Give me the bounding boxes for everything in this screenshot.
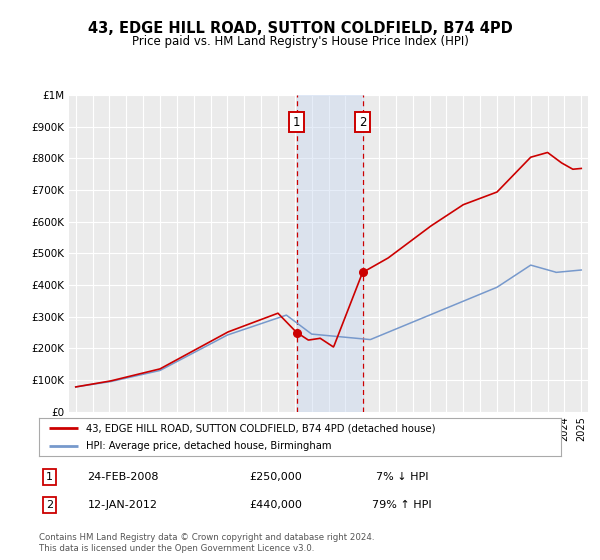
Text: This data is licensed under the Open Government Licence v3.0.: This data is licensed under the Open Gov…: [39, 544, 314, 553]
Text: 1: 1: [46, 472, 53, 482]
Text: 1: 1: [293, 115, 301, 129]
Text: Contains HM Land Registry data © Crown copyright and database right 2024.: Contains HM Land Registry data © Crown c…: [39, 533, 374, 542]
Text: 2: 2: [46, 500, 53, 510]
Text: 24-FEB-2008: 24-FEB-2008: [87, 472, 159, 482]
Text: £250,000: £250,000: [250, 472, 302, 482]
Text: 79% ↑ HPI: 79% ↑ HPI: [372, 500, 432, 510]
Text: Price paid vs. HM Land Registry's House Price Index (HPI): Price paid vs. HM Land Registry's House …: [131, 35, 469, 48]
Text: 43, EDGE HILL ROAD, SUTTON COLDFIELD, B74 4PD: 43, EDGE HILL ROAD, SUTTON COLDFIELD, B7…: [88, 21, 512, 36]
Text: £440,000: £440,000: [250, 500, 302, 510]
Text: 43, EDGE HILL ROAD, SUTTON COLDFIELD, B74 4PD (detached house): 43, EDGE HILL ROAD, SUTTON COLDFIELD, B7…: [86, 423, 436, 433]
Text: 7% ↓ HPI: 7% ↓ HPI: [376, 472, 428, 482]
Text: 12-JAN-2012: 12-JAN-2012: [88, 500, 158, 510]
Bar: [297, 95, 363, 412]
Text: 2: 2: [359, 115, 367, 129]
Text: HPI: Average price, detached house, Birmingham: HPI: Average price, detached house, Birm…: [86, 441, 331, 451]
